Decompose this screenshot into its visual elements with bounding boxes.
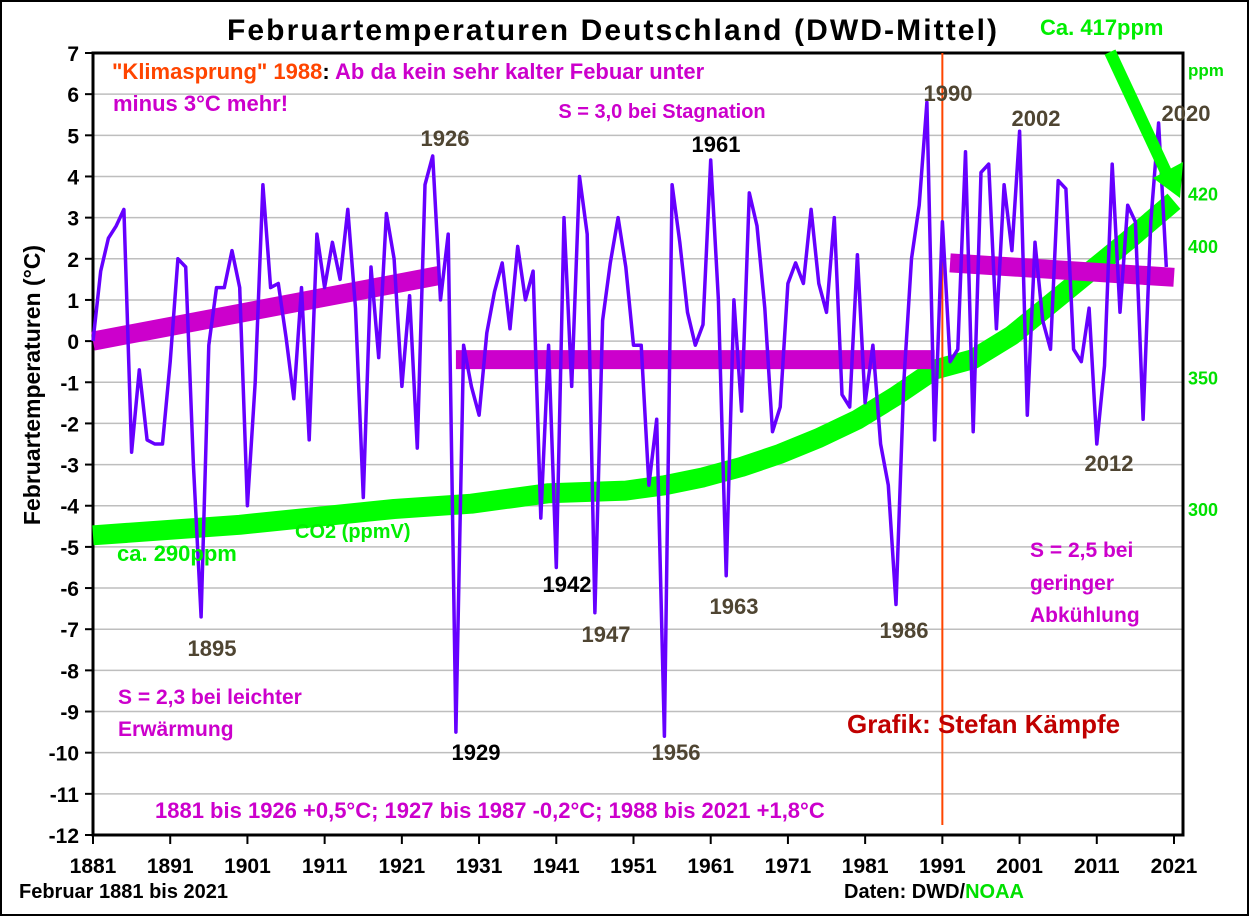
x-axis-title: Februar 1881 bis 2021 [19, 881, 228, 903]
y-tick-label: -4 [60, 496, 79, 519]
y-tick-label: -11 [50, 784, 80, 807]
axes: 7 6 5 4 3 2 1 0 -1 -2 -3 -4 -5 -6 -7 -8 -9 -10 -11 -12 1881 1… [19, 43, 1224, 878]
peak-label: 1986 [880, 618, 929, 643]
chart-title: Februartemperaturen Deutschland (DWD-Mit… [227, 14, 997, 47]
co2-arrow-head [1153, 162, 1183, 198]
co2-end-label: Ca. 417ppm [1040, 15, 1164, 40]
warming-note-2: Erwärmung [118, 718, 234, 741]
y-tick-label: 7 [67, 43, 79, 66]
cooling-note-3: Abkühlung [1030, 604, 1140, 627]
y-tick-label: -6 [60, 578, 79, 601]
y-tick-label: 4 [67, 166, 79, 189]
x-tick-label: 1931 [456, 855, 503, 878]
x-tick-label: 1951 [610, 855, 657, 878]
y-tick-label: -2 [60, 413, 79, 436]
y-axis-title: Februartemperaturen (°C) [19, 245, 45, 525]
co2-arrow-shaft [1104, 49, 1172, 175]
x-tick-label: 1911 [302, 855, 348, 878]
y2-axis-title: ppm [1188, 61, 1224, 80]
data-source-dwd: Daten: DWD/ [844, 881, 966, 903]
cooling-note-2: geringer [1030, 572, 1114, 595]
peak-label: 1947 [582, 622, 631, 647]
peak-label: 1990 [924, 81, 973, 106]
y-tick-label: 5 [67, 125, 79, 148]
trend-line [949, 253, 1175, 287]
data-source-noaa: NOAA [965, 881, 1024, 903]
co2-curve [92, 193, 1181, 546]
x-tick-label: 1941 [533, 855, 580, 878]
x-tick-label: 1991 [919, 855, 966, 878]
klimasprung-part: "Klimasprung" 1988 [112, 59, 322, 84]
y-tick-label: 6 [67, 84, 79, 107]
author-credit: Grafik: Stefan Kämpfe [847, 709, 1120, 739]
peak-label: 1929 [452, 740, 501, 765]
y-tick-label: 1 [67, 290, 79, 313]
data-source: Daten: DWD/NOAA [844, 881, 1024, 903]
x-tick-label: 2011 [1074, 855, 1120, 878]
klimasprung-note-line2: minus 3°C mehr! [113, 91, 288, 116]
y-tick-label: -5 [60, 537, 79, 560]
x-tick-label: 2001 [996, 855, 1043, 878]
klimasprung-part: : [322, 59, 329, 84]
trend-line [91, 265, 443, 351]
co2-series-label: CO2 (ppmV) [295, 521, 411, 543]
x-tick-label: 1891 [147, 855, 194, 878]
y-tick-label: -1 [60, 372, 79, 395]
y2-tick-label: 300 [1188, 500, 1218, 520]
y2-tick-label: 400 [1188, 237, 1218, 257]
peak-label: 1895 [188, 636, 237, 661]
cooling-note-1: S = 2,5 bei [1030, 539, 1133, 562]
y-tick-label: -3 [60, 455, 79, 478]
series [91, 49, 1183, 825]
x-tick-label: 1921 [378, 855, 425, 878]
y-tick-label: 2 [67, 249, 79, 272]
peak-label: 1956 [652, 740, 701, 765]
x-tick-label: 1971 [765, 855, 812, 878]
grid [93, 52, 1183, 795]
y-tick-label: -9 [60, 702, 79, 725]
annotations: Februartemperaturen Deutschland (DWD-Mit… [19, 14, 1210, 903]
klimasprung-note: "Klimasprung" 1988: Ab da kein sehr kalt… [112, 59, 705, 84]
y2-tick-label: 420 [1188, 184, 1218, 204]
stagnation-note: S = 3,0 bei Stagnation [558, 101, 765, 123]
temperature-line [91, 100, 1169, 738]
period-summary: 1881 bis 1926 +0,5°C; 1927 bis 1987 -0,2… [155, 798, 825, 823]
x-tick-label: 2021 [1151, 855, 1198, 878]
plot-area [91, 51, 1185, 837]
y-tick-label: -12 [49, 825, 79, 848]
y-tick-label: -8 [60, 660, 79, 683]
peak-label: 2012 [1085, 451, 1134, 476]
x-tick-label: 1961 [687, 855, 734, 878]
warming-note-1: S = 2,3 bei leichter [118, 686, 302, 709]
x-tick-label: 1901 [224, 855, 271, 878]
peak-label: 2002 [1012, 106, 1061, 131]
x-tick-label: 1881 [70, 855, 117, 878]
peak-label: 1961 [692, 132, 741, 157]
x-tick-label: 1981 [842, 855, 889, 878]
peak-label: 2020 [1162, 101, 1211, 126]
peak-label: 1926 [421, 126, 470, 151]
co2-start-label: ca. 290ppm [117, 541, 237, 566]
y-tick-label: -7 [60, 619, 79, 642]
y-tick-label: 3 [67, 208, 79, 231]
peak-label: 1963 [710, 594, 759, 619]
y-tick-label: 0 [67, 331, 79, 354]
peak-label: 1942 [543, 572, 592, 597]
y2-tick-label: 350 [1188, 369, 1218, 389]
klimasprung-part: Ab da kein sehr kalter Febuar unter [330, 59, 705, 84]
y-tick-label: -10 [49, 743, 79, 766]
